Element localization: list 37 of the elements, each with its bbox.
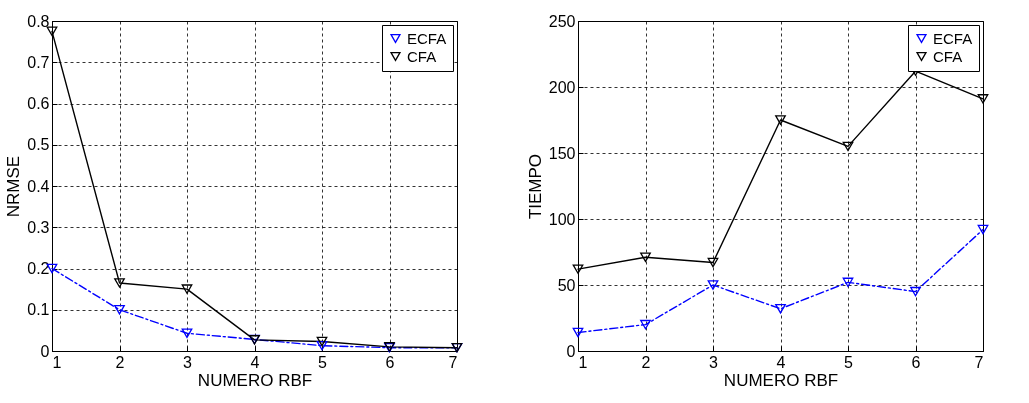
legend-label: CFA [407, 47, 437, 65]
y-tick-label: 0.4 [27, 177, 50, 195]
x-tick-label: 7 [448, 353, 458, 371]
y-axis-title: TIEMPO [525, 153, 545, 220]
x-axis-title: NUMERO RBF [197, 370, 313, 390]
y-tick-label: 250 [548, 12, 576, 30]
y-tick-label: 0.1 [27, 301, 50, 319]
x-tick-label: 6 [385, 353, 395, 371]
x-tick-label: 2 [115, 353, 125, 371]
x-tick-label: 3 [183, 353, 193, 371]
y-tick-label: 0.3 [27, 218, 50, 236]
x-tick-label: 5 [844, 353, 854, 371]
y-tick-label: 0.7 [27, 53, 50, 71]
x-axis-title: NUMERO RBF [723, 370, 839, 390]
legend-label: ECFA [407, 29, 447, 47]
y-tick-label: 100 [548, 210, 576, 228]
x-tick-label: 3 [709, 353, 719, 371]
x-tick-label: 6 [911, 353, 921, 371]
x-tick-label: 1 [52, 353, 62, 371]
y-tick-label: 0.6 [27, 95, 50, 112]
y-tick-label: 200 [548, 78, 576, 96]
x-tick-label: 4 [250, 353, 260, 371]
y-tick-label: 0 [566, 342, 576, 360]
y-tick-label: 0 [40, 342, 50, 360]
y-tick-label: 0.2 [27, 260, 50, 277]
y-tick-label: 150 [548, 144, 576, 162]
y-axis-title: NRMSE [4, 155, 24, 218]
x-tick-label: 5 [318, 353, 328, 371]
y-tick-label: 0.8 [27, 12, 50, 30]
x-tick-label: 4 [776, 353, 786, 371]
x-tick-label: 7 [974, 353, 984, 371]
x-tick-label: 1 [578, 353, 588, 371]
legend-label: CFA [933, 47, 963, 65]
y-tick-label: 0.5 [27, 136, 50, 154]
y-tick-label: 50 [557, 276, 576, 294]
x-tick-label: 2 [641, 353, 651, 371]
legend-label: ECFA [933, 29, 973, 47]
